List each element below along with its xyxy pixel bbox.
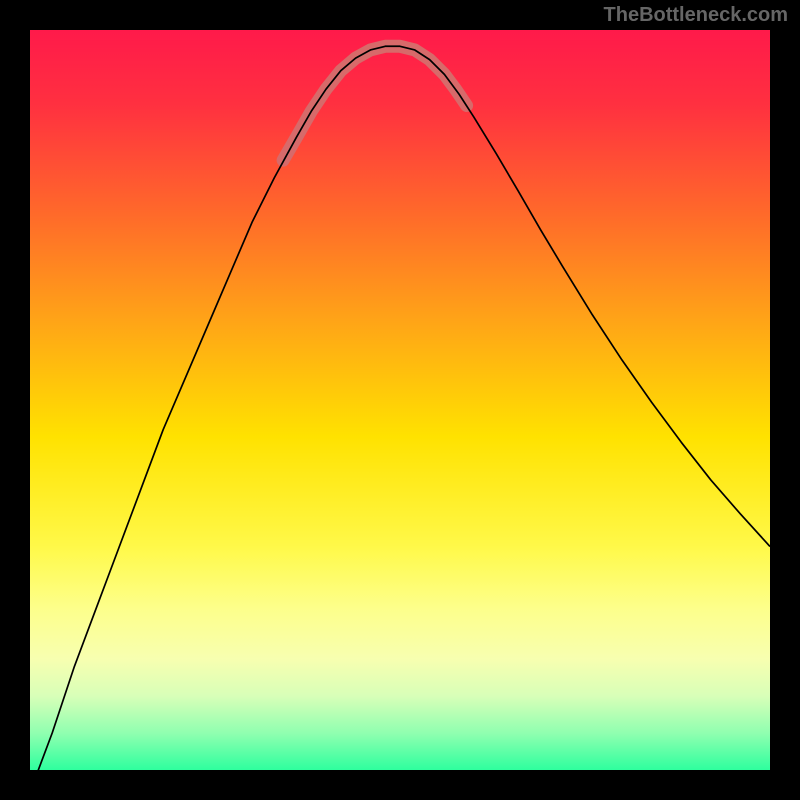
bottleneck-chart: TheBottleneck.com xyxy=(0,0,800,800)
chart-canvas xyxy=(0,0,800,800)
watermark-text: TheBottleneck.com xyxy=(604,4,788,27)
